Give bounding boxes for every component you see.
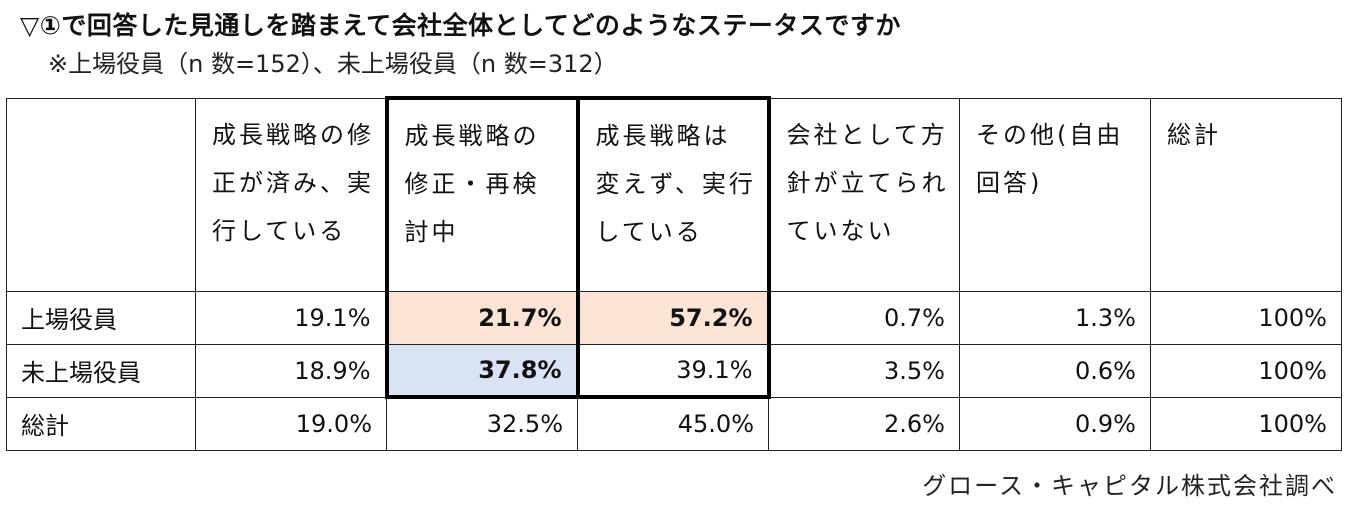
table-cell-highlight: 57.2%	[575, 290, 771, 345]
table-cell-highlight: 37.8%	[384, 343, 578, 399]
header-revising: 成長戦略の修正・再検討中	[384, 96, 578, 292]
header-unchanged-executing: 成長戦略は変えず、実行している	[575, 96, 771, 292]
table-cell: 18.9%	[195, 343, 387, 398]
table-row: 未上場役員 18.9% 37.8% 39.1% 3.5% 0.6% 100%	[6, 343, 1342, 399]
header-corner	[6, 97, 196, 292]
table-cell: 45.0%	[577, 396, 769, 451]
table-cell: 100%	[1150, 343, 1342, 398]
table-cell: 32.5%	[386, 396, 578, 451]
survey-status-table: 成長戦略の修正が済み、実行している 成長戦略の修正・再検討中 成長戦略は変えず、…	[6, 96, 1342, 451]
table-cell: 19.1%	[195, 290, 387, 345]
header-total: 総計	[1150, 97, 1342, 292]
table-row: 上場役員 19.1% 21.7% 57.2% 0.7% 1.3% 100%	[6, 290, 1342, 345]
row-label-listed: 上場役員	[6, 290, 196, 345]
header-row: 成長戦略の修正が済み、実行している 成長戦略の修正・再検討中 成長戦略は変えず、…	[6, 96, 1342, 292]
table-cell: 100%	[1150, 290, 1342, 345]
table-cell: 1.3%	[959, 290, 1151, 345]
table-cell-highlight: 21.7%	[384, 290, 578, 345]
header-no-policy: 会社として方針が立てられていない	[768, 97, 960, 292]
page-title: ▽①で回答した見通しを踏まえて会社全体としてどのようなステータスですか	[20, 11, 901, 40]
source-credit: グロース・キャピタル株式会社調べ	[922, 472, 1337, 500]
header-other: その他(自由回答)	[959, 97, 1151, 292]
row-label-unlisted: 未上場役員	[6, 343, 196, 398]
table-row: 総計 19.0% 32.5% 45.0% 2.6% 0.9% 100%	[6, 396, 1342, 451]
table-cell: 19.0%	[195, 396, 387, 451]
table-cell: 0.9%	[959, 396, 1151, 451]
sample-size-note: ※上場役員（n 数=152）、未上場役員（n 数=312）	[48, 50, 618, 78]
table-cell: 39.1%	[575, 343, 771, 399]
table-cell: 100%	[1150, 396, 1342, 451]
table-cell: 2.6%	[768, 396, 960, 451]
table-cell: 0.7%	[768, 290, 960, 345]
header-revised-executing: 成長戦略の修正が済み、実行している	[195, 97, 387, 292]
table-cell: 3.5%	[768, 343, 960, 398]
row-label-total: 総計	[6, 396, 196, 451]
table-cell: 0.6%	[959, 343, 1151, 398]
